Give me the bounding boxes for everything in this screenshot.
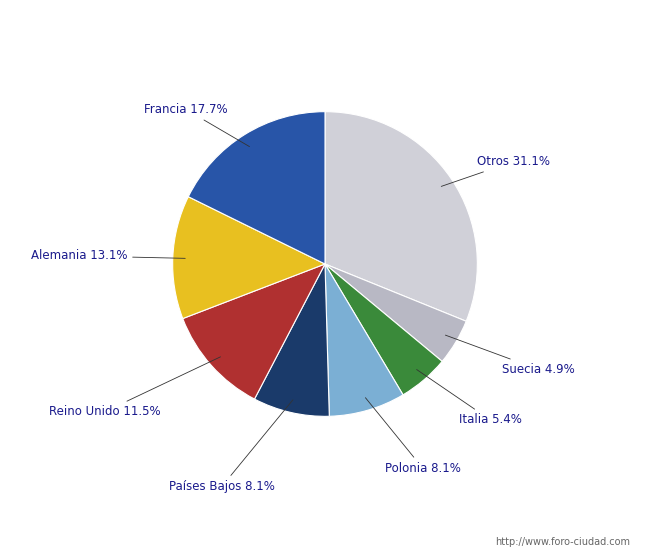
- Text: Alemania 13.1%: Alemania 13.1%: [31, 249, 185, 262]
- Wedge shape: [188, 112, 325, 264]
- Wedge shape: [255, 264, 330, 416]
- Wedge shape: [183, 264, 325, 399]
- Text: Reino Unido 11.5%: Reino Unido 11.5%: [49, 357, 220, 418]
- Text: Italia 5.4%: Italia 5.4%: [417, 370, 522, 426]
- Wedge shape: [325, 264, 466, 361]
- Text: Alberic - Turistas extranjeros según país - Abril de 2024: Alberic - Turistas extranjeros según paí…: [94, 13, 556, 29]
- Wedge shape: [325, 264, 442, 395]
- Wedge shape: [325, 264, 403, 416]
- Text: Países Bajos 8.1%: Países Bajos 8.1%: [168, 400, 293, 493]
- Wedge shape: [173, 197, 325, 318]
- Text: http://www.foro-ciudad.com: http://www.foro-ciudad.com: [495, 537, 630, 547]
- Text: Francia 17.7%: Francia 17.7%: [144, 103, 250, 147]
- Wedge shape: [325, 112, 477, 321]
- Text: Suecia 4.9%: Suecia 4.9%: [445, 335, 575, 376]
- Text: Otros 31.1%: Otros 31.1%: [441, 155, 549, 186]
- Text: Polonia 8.1%: Polonia 8.1%: [365, 398, 461, 475]
